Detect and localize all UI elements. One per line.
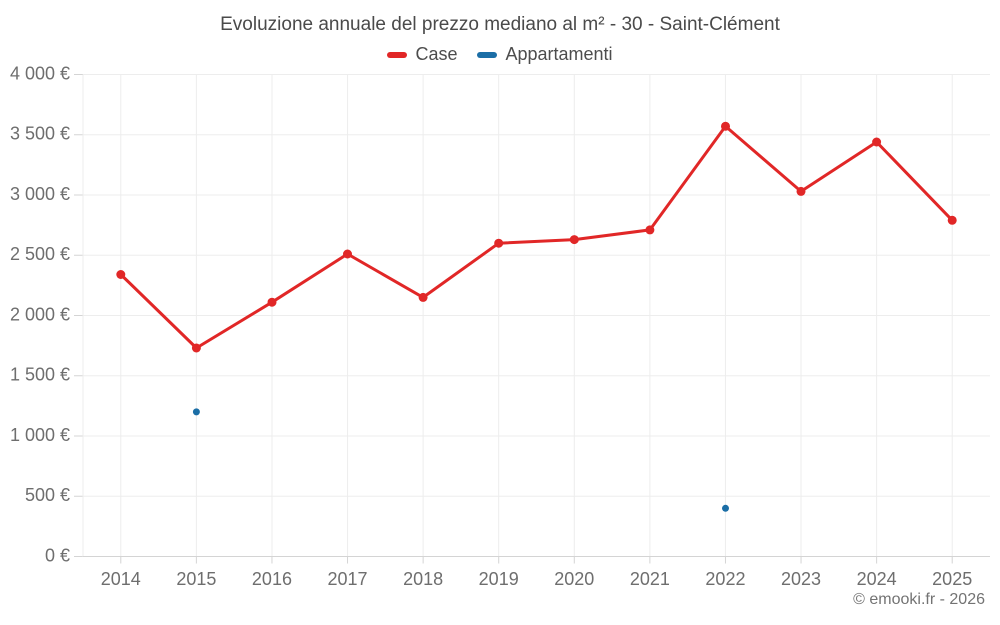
case-point-2020[interactable] [569, 235, 579, 245]
appartamenti-point-2022[interactable] [722, 504, 729, 512]
case-point-2021[interactable] [645, 225, 655, 235]
x-axis-label: 2019 [479, 569, 519, 589]
chart-title: Evoluzione annuale del prezzo mediano al… [220, 14, 780, 35]
case-point-2024[interactable] [872, 137, 882, 147]
case-point-2023[interactable] [796, 186, 806, 196]
case-point-2015[interactable] [191, 343, 201, 353]
appartamenti-legend-marker-icon [477, 51, 498, 58]
y-axis-label: 1 500 € [10, 365, 70, 385]
x-axis-label: 2021 [630, 569, 670, 589]
legend-label-appartamenti: Appartamenti [505, 44, 613, 64]
case-point-2018[interactable] [418, 292, 428, 302]
x-axis-label: 2014 [101, 569, 141, 589]
y-axis-label: 3 000 € [10, 184, 70, 204]
y-axis-label: 2 500 € [10, 244, 70, 264]
x-axis-label: 2020 [554, 569, 594, 589]
y-axis-label: 500 € [25, 485, 70, 505]
y-axis-label: 0 € [45, 545, 70, 565]
y-axis-label: 3 500 € [10, 124, 70, 144]
case-point-2019[interactable] [494, 238, 504, 248]
case-point-2022[interactable] [721, 121, 730, 131]
x-axis-label: 2022 [705, 569, 745, 589]
case-point-2017[interactable] [343, 249, 352, 259]
x-axis-label: 2024 [857, 569, 897, 589]
y-axis-label: 2 000 € [10, 304, 70, 324]
copyright-text: © emooki.fr - 2026 [853, 591, 985, 608]
legend-item-appartamenti[interactable]: Appartamenti [477, 44, 613, 65]
y-axis-label: 1 000 € [10, 425, 70, 445]
case-legend-marker-icon [387, 51, 408, 58]
x-axis-label: 2016 [252, 569, 292, 589]
y-axis-label: 4 000 € [10, 63, 70, 83]
x-axis-label: 2023 [781, 569, 821, 589]
chart-legend: Case Appartamenti [0, 44, 1000, 65]
case-line [119, 124, 954, 350]
x-axis-label: 2018 [403, 569, 443, 589]
legend-label-case: Case [415, 44, 458, 64]
x-axis-label: 2017 [328, 569, 368, 589]
x-axis-label: 2025 [932, 569, 972, 589]
case-point-2016[interactable] [267, 297, 277, 307]
case-point-2014[interactable] [116, 270, 126, 279]
legend-item-case[interactable]: Case [387, 44, 457, 65]
appartamenti-point-2015[interactable] [192, 408, 200, 416]
x-axis-label: 2015 [176, 569, 216, 589]
case-point-2025[interactable] [947, 215, 957, 225]
